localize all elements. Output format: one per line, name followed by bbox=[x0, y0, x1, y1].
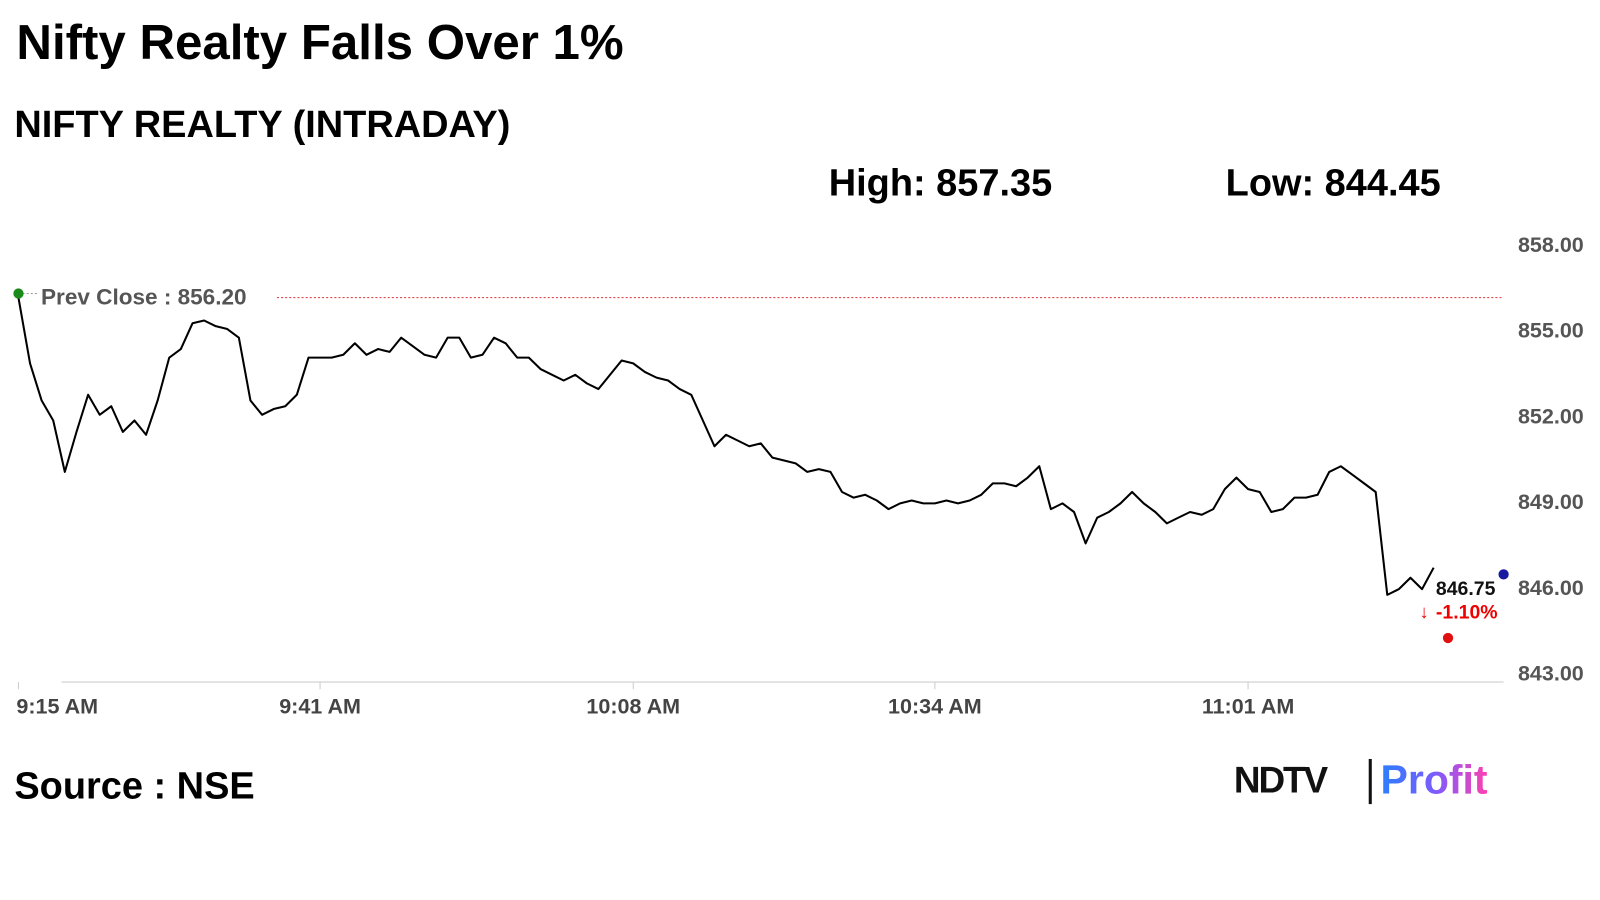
end-dot bbox=[1442, 632, 1454, 644]
start-dot bbox=[13, 288, 24, 299]
x-tick-label: 10:08 AM bbox=[586, 694, 680, 718]
down-arrow: ↓ bbox=[1419, 601, 1428, 622]
x-tick-label: 9:15 AM bbox=[16, 694, 98, 718]
price-line bbox=[17, 297, 1435, 596]
edge-dot bbox=[1498, 569, 1509, 580]
y-tick-label: 858.00 bbox=[1518, 233, 1584, 257]
source: Source : NSE bbox=[14, 766, 254, 808]
chart-title: Nifty Realty Falls Over 1% bbox=[16, 15, 623, 70]
y-tick-label: 846.00 bbox=[1518, 576, 1584, 600]
y-tick-label: 852.00 bbox=[1518, 404, 1584, 428]
last-price: 846.75 bbox=[1436, 578, 1496, 600]
x-tick-label: 10:34 AM bbox=[888, 694, 982, 718]
y-tick-label: 855.00 bbox=[1518, 319, 1584, 343]
high-label: High: 857.35 bbox=[829, 163, 1053, 205]
y-tick-label: 849.00 bbox=[1518, 490, 1584, 514]
x-tick-label: 9:41 AM bbox=[279, 694, 361, 718]
x-tick-label: 11:01 AM bbox=[1202, 694, 1294, 718]
logo-ndtv: NDTV bbox=[1234, 759, 1329, 800]
low-label: Low: 844.45 bbox=[1226, 163, 1441, 205]
last-change: -1.10% bbox=[1436, 601, 1498, 623]
prev-close-label: Prev Close : 856.20 bbox=[41, 285, 247, 310]
y-tick-label: 843.00 bbox=[1518, 662, 1584, 686]
logo-profit: Profit bbox=[1381, 756, 1488, 802]
subtitle: NIFTY REALTY (INTRADAY) bbox=[14, 104, 510, 146]
